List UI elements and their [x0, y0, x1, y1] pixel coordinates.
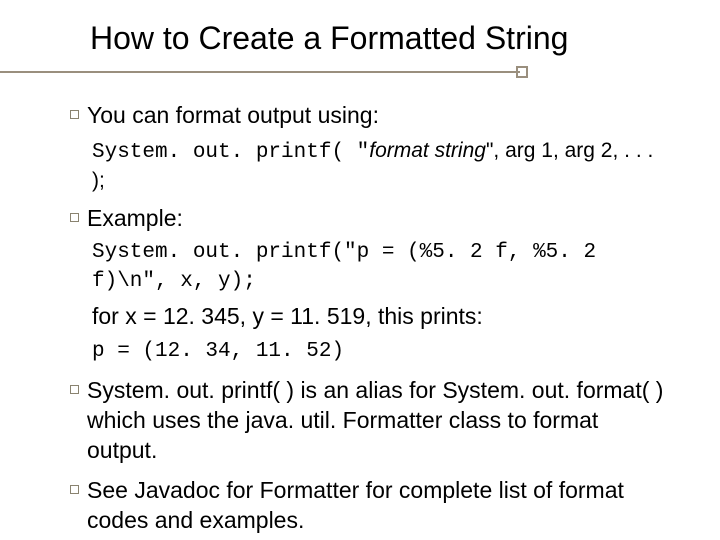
bullet-4-text: See Javadoc for Formatter for complete l… — [87, 476, 664, 536]
bullet-1-text: You can format output using: — [87, 101, 379, 131]
code-prefix: System. out. printf( " — [92, 141, 369, 164]
bullet-2-code: System. out. printf("p = (%5. 2 f, %5. 2… — [92, 239, 664, 296]
bullet-2-text: Example: — [87, 204, 183, 234]
slide: How to Create a Formatted String You can… — [0, 0, 720, 540]
bullet-2-result: p = (12. 34, 11. 52) — [92, 338, 664, 366]
bullet-3: System. out. printf( ) is an alias for S… — [70, 376, 664, 466]
slide-title: How to Create a Formatted String — [90, 20, 670, 57]
bullet-icon — [70, 213, 79, 222]
rule-line — [0, 71, 520, 73]
code-italic-arg: format string — [369, 139, 486, 162]
bullet-1-code: System. out. printf( "format string", ar… — [92, 137, 664, 198]
bullet-3-text: System. out. printf( ) is an alias for S… — [87, 376, 664, 466]
bullet-icon — [70, 110, 79, 119]
bullet-2: Example: — [70, 204, 664, 234]
title-rule — [50, 65, 670, 79]
bullet-4: See Javadoc for Formatter for complete l… — [70, 476, 664, 536]
bullet-icon — [70, 385, 79, 394]
bullet-1: You can format output using: — [70, 101, 664, 131]
rule-endcap-icon — [516, 66, 528, 78]
bullet-icon — [70, 485, 79, 494]
bullet-2-sub: for x = 12. 345, y = 11. 519, this print… — [92, 302, 664, 332]
content-area: You can format output using: System. out… — [70, 101, 664, 536]
